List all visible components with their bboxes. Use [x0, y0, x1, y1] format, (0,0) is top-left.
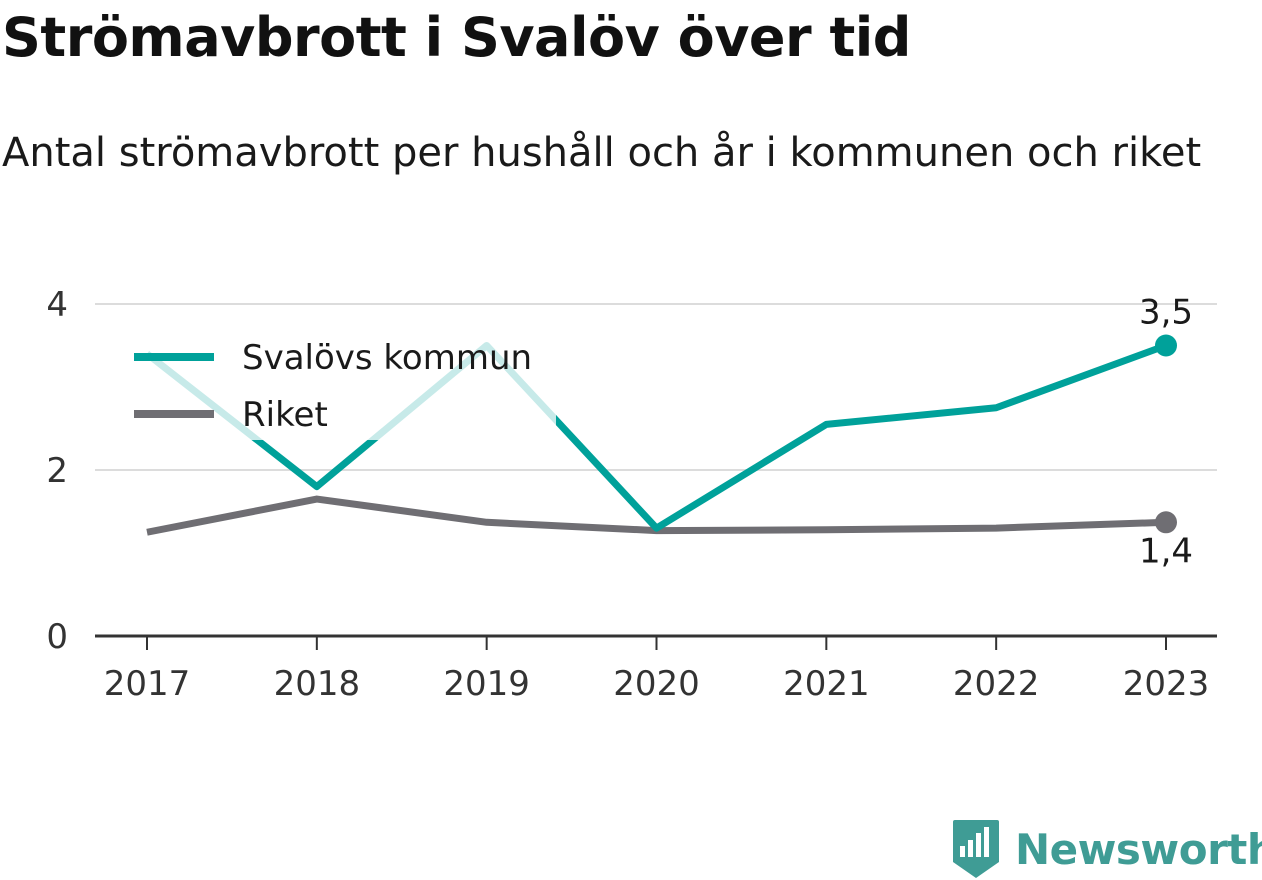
end-point-marker — [1155, 511, 1177, 534]
legend-label: Svalövs kommun — [242, 338, 532, 378]
x-axis-labels: 2017 2018 2019 2020 2021 2022 2023 — [104, 664, 1210, 704]
x-tick-label: 2023 — [1123, 664, 1210, 704]
x-tick-label: 2022 — [953, 664, 1040, 704]
y-tick-label: 4 — [46, 285, 68, 325]
y-tick-label: 2 — [46, 451, 68, 491]
end-value-label: 3,5 — [1139, 293, 1193, 333]
bar-chart-icon — [953, 820, 999, 878]
x-axis — [95, 634, 1217, 650]
chart-subtitle: Antal strömavbrott per hushåll och år i … — [2, 130, 1202, 176]
end-points: 3,5 1,4 — [1139, 293, 1193, 572]
series-line-svalov — [144, 342, 1168, 532]
legend: Svalövs kommun Riket — [128, 330, 556, 440]
y-tick-label: 0 — [46, 617, 68, 657]
legend-backdrop — [128, 330, 556, 440]
end-point-marker — [1155, 334, 1177, 357]
newsworthy-logo: Newsworthy — [951, 818, 1262, 880]
x-tick-label: 2019 — [443, 664, 530, 704]
legend-label: Riket — [242, 395, 328, 435]
chart-title: Strömavbrott i Svalöv över tid — [2, 6, 911, 69]
x-tick-label: 2020 — [613, 664, 700, 704]
series-lines — [144, 342, 1168, 536]
gridlines — [95, 303, 1217, 471]
x-tick-label: 2017 — [104, 664, 191, 704]
x-tick-label: 2018 — [274, 664, 361, 704]
brand-name: Newsworthy — [1015, 824, 1262, 874]
end-value-label: 1,4 — [1139, 531, 1193, 571]
x-tick-label: 2021 — [783, 664, 870, 704]
y-axis-labels: 0 2 4 — [46, 285, 68, 657]
